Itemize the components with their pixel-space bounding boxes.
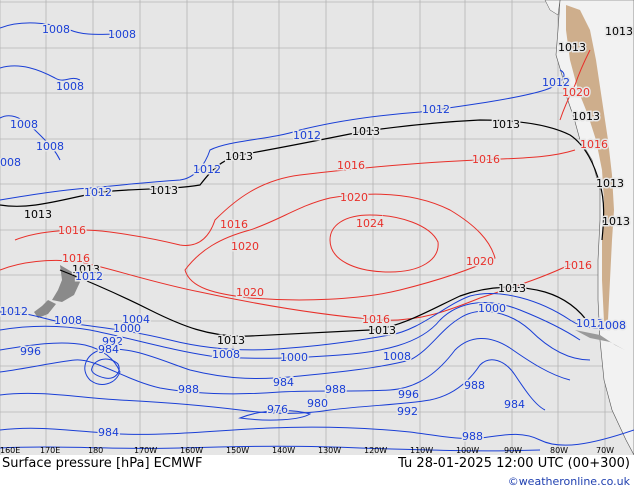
longitude-tick: 70W [596, 446, 614, 455]
isobars-blue-northwest [0, 22, 565, 201]
isobar-label: 988 [462, 430, 483, 443]
isobar-label: 1020 [562, 86, 590, 99]
isobar-label: 1000 [113, 322, 141, 335]
longitude-tick: 170W [134, 446, 157, 455]
isobar-1013-north [0, 119, 605, 241]
isobar-label: 1012 [193, 163, 221, 176]
isobar-label: 1013 [596, 177, 624, 190]
credit-link[interactable]: ©weatheronline.co.uk [507, 475, 630, 488]
isobar-label: 1008 [598, 319, 626, 332]
isobar-label: 1008 [54, 314, 82, 327]
isobar-label: 1024 [356, 217, 384, 230]
isobar-label: 1008 [10, 118, 38, 131]
isobar-label: 984 [98, 426, 119, 439]
isobar-label: 1008 [383, 350, 411, 363]
longitude-tick: 160W [180, 446, 203, 455]
isobar-label: 1012 [84, 186, 112, 199]
isobar-label: 1016 [220, 218, 248, 231]
longitude-tick: 90W [504, 446, 522, 455]
isobar-label: 1012 [542, 76, 570, 89]
isobar-label: 1013 [150, 184, 178, 197]
isobar-label: 1013 [572, 110, 600, 123]
isobar-label: 1012 [293, 129, 321, 142]
graticule [0, 0, 634, 455]
longitude-tick: 160E [0, 446, 20, 455]
isobar-label: 1016 [58, 224, 86, 237]
isobars-red-high [0, 49, 591, 321]
isobar-label: 988 [325, 383, 346, 396]
isobar-label: 1013 [602, 215, 630, 228]
isobar-label: 1016 [362, 313, 390, 326]
longitude-tick: 170E [40, 446, 60, 455]
isobar-label: 1016 [472, 153, 500, 166]
isobar-label: 1013 [498, 282, 526, 295]
isobars-blue-south [0, 293, 634, 452]
isobar-label: 1008 [212, 348, 240, 361]
south-america-landmass [544, 0, 634, 455]
valid-time: Tu 28-01-2025 12:00 UTC (00+300) [398, 456, 630, 471]
longitude-tick: 100W [456, 446, 479, 455]
isobar-label: 1012 [0, 305, 28, 318]
isobar-label: 984 [273, 376, 294, 389]
map-title: Surface pressure [hPa] ECMWF [2, 456, 203, 471]
longitude-tick: 150W [226, 446, 249, 455]
isobar-label: 988 [464, 379, 485, 392]
longitude-tick: 140W [272, 446, 295, 455]
isobar-label: 1013 [605, 25, 633, 38]
isobar-label: 1020 [340, 191, 368, 204]
pressure-map: 1008 1008 1008 1008 1008 008 1012 1012 1012 1012 1… [0, 0, 634, 455]
longitude-tick: 120W [364, 446, 387, 455]
longitude-tick: 80W [550, 446, 568, 455]
isobar-label: 1016 [62, 252, 90, 265]
isobar-label: 1000 [280, 351, 308, 364]
isobar-label: 1000 [478, 302, 506, 315]
isobar-label: 1012 [75, 270, 103, 283]
isobar-label: 1008 [108, 28, 136, 41]
isobar-label: 1013 [368, 324, 396, 337]
isobar-label: 992 [397, 405, 418, 418]
isobar-label: 996 [20, 345, 41, 358]
isobar-label: 1004 [122, 313, 150, 326]
isobar-label: 1013 [225, 150, 253, 163]
isobar-label: 1020 [466, 255, 494, 268]
isobar-label: 992 [102, 335, 123, 348]
isobar-label: 1008 [56, 80, 84, 93]
isobar-1013-south [59, 269, 591, 337]
isobar-label: 1013 [558, 41, 586, 54]
isobar-label: 984 [98, 343, 119, 356]
isobar-label: 1013 [72, 263, 100, 276]
isobar-label: 1013 [352, 125, 380, 138]
map-canvas: 1008 100810081008100800810121012101210121… [0, 0, 634, 455]
isobar-labels: 1008 100810081008100800810121012101210121… [0, 22, 634, 445]
isobar-label: 988 [178, 383, 199, 396]
map-footer: Surface pressure [hPa] ECMWF Tu 28-01-20… [0, 455, 634, 490]
isobar-label: 1013 [24, 208, 52, 221]
isobar-label: 008 [0, 156, 21, 169]
isobar-label: 1020 [231, 240, 259, 253]
isobar-label: 980 [307, 397, 328, 410]
isobar-label: 1016 [580, 138, 608, 151]
longitude-ticks: 160E 170E 180 170W 160W 150W 140W 130W 120W 110W 1… [0, 446, 614, 455]
isobar-label: 1016 [564, 259, 592, 272]
isobar-label: 1012 [576, 317, 604, 330]
longitude-tick: 130W [318, 446, 341, 455]
isobar-label: 1020 [236, 286, 264, 299]
isobar-label: 1013 [217, 334, 245, 347]
isobar-label: 976 [267, 403, 288, 416]
longitude-tick: 110W [410, 446, 433, 455]
isobar-label: 996 [398, 388, 419, 401]
longitude-tick: 180 [88, 446, 103, 455]
isobar-label: 1008 [36, 140, 64, 153]
isobar-label: 984 [504, 398, 525, 411]
isobar-label: 1012 [422, 103, 450, 116]
isobar-label: 1016 [337, 159, 365, 172]
new-zealand-landmass [34, 265, 80, 318]
isobar-label: 1013 [492, 118, 520, 131]
isobar-label: 1008 [42, 23, 70, 36]
